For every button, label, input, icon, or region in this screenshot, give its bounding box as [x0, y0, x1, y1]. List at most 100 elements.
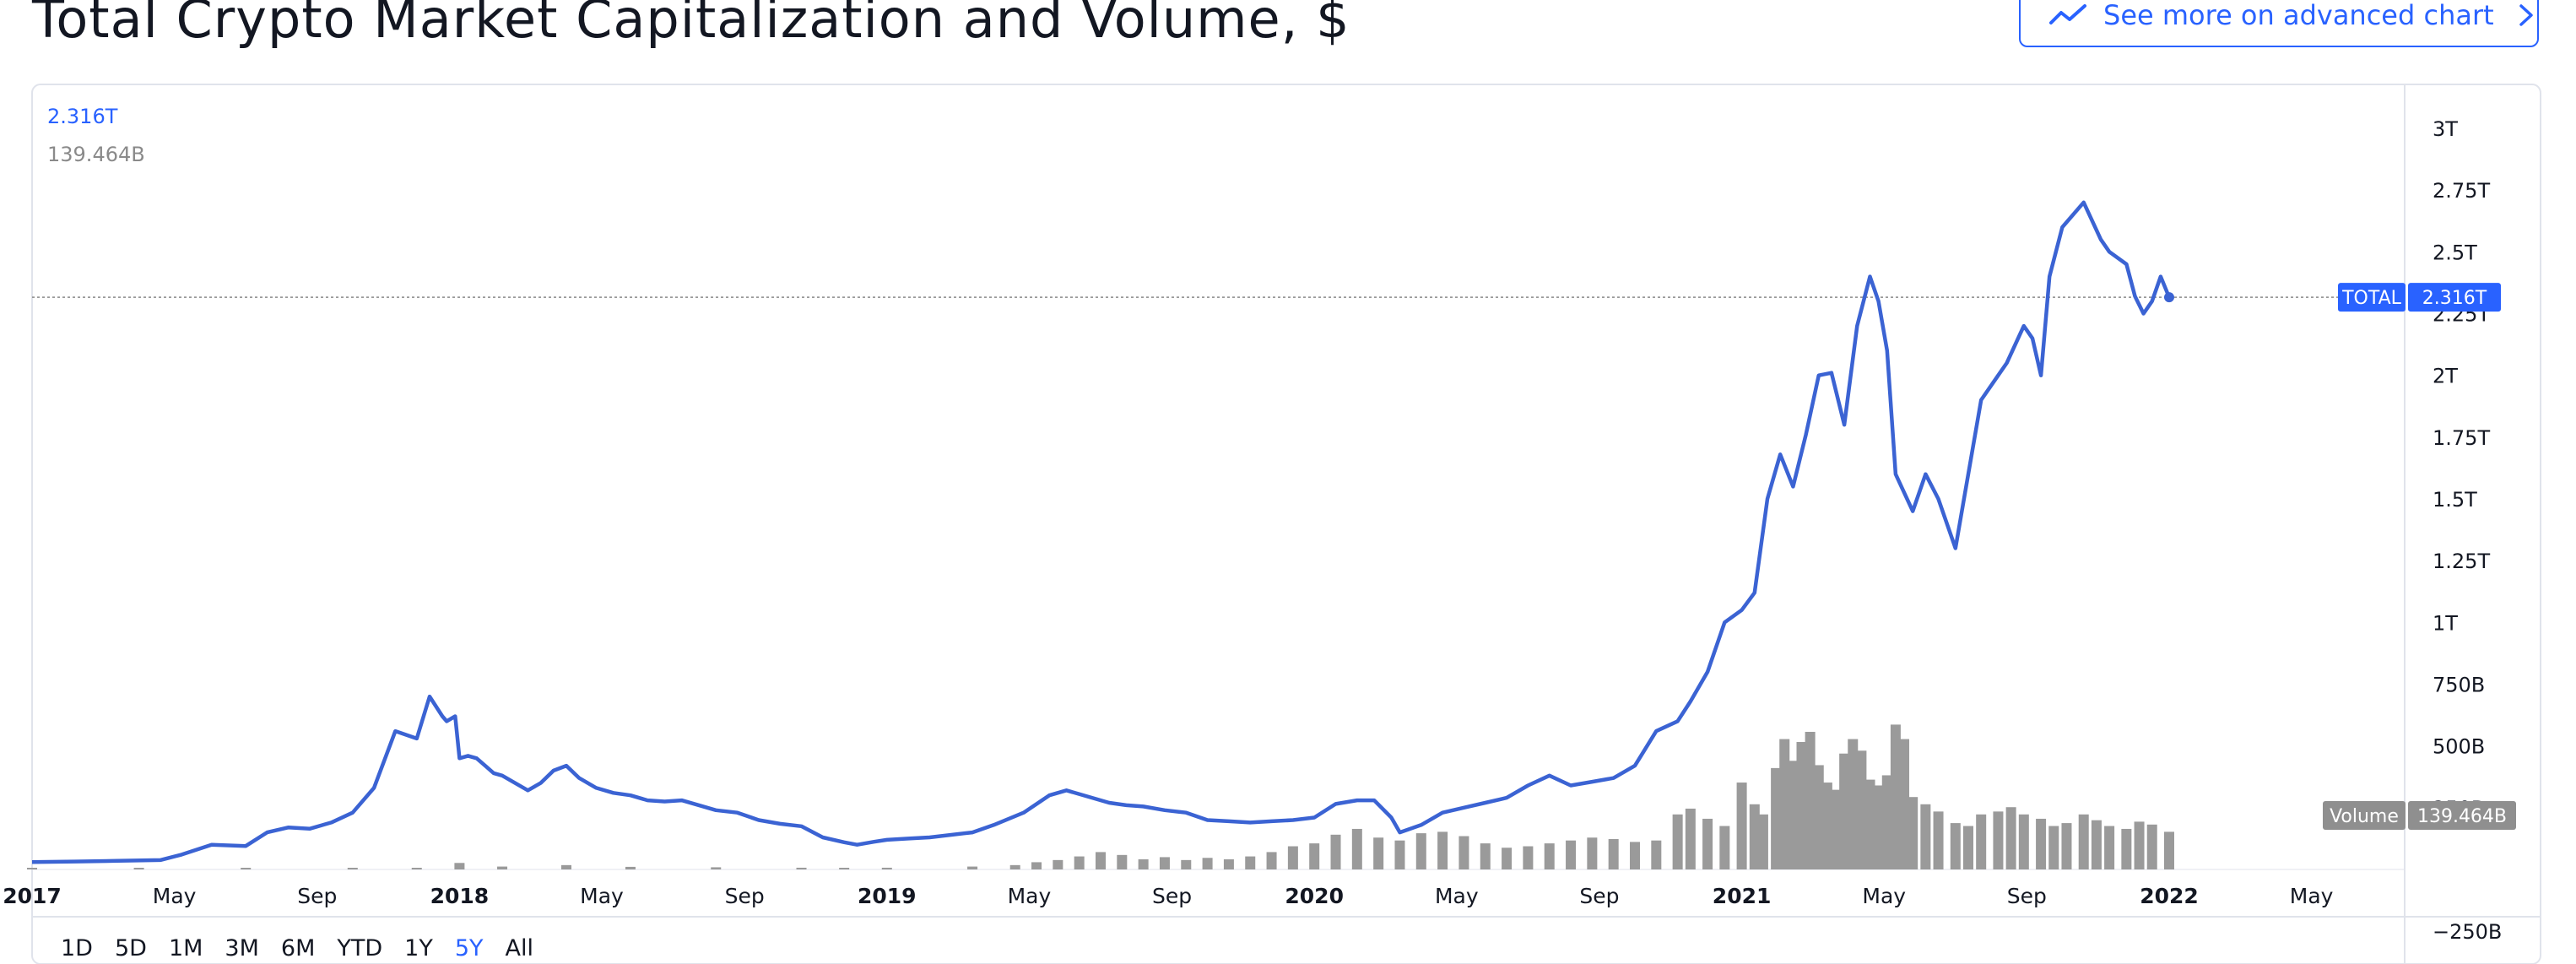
volume-bar	[1848, 739, 1859, 869]
total-tag-value: 2.316T	[2422, 288, 2487, 309]
range-button-ytd[interactable]: YTD	[337, 935, 383, 961]
volume-tag-label: Volume	[2330, 806, 2399, 827]
volume-bar	[1899, 739, 1910, 869]
volume-bar	[1993, 811, 2004, 869]
volume-bar	[967, 866, 978, 869]
volume-bar	[1831, 789, 1842, 869]
volume-bar	[1950, 823, 1961, 869]
time-tick-label: May	[1008, 884, 1052, 908]
range-button-5d[interactable]: 5D	[114, 935, 147, 961]
range-button-1m[interactable]: 1M	[168, 935, 203, 961]
time-tick-label: May	[2290, 884, 2334, 908]
volume-bar	[1437, 831, 1448, 869]
volume-bar	[1544, 843, 1555, 869]
volume-series	[27, 724, 2174, 869]
volume-bar	[1805, 731, 1816, 869]
volume-bar	[1771, 767, 1782, 869]
volume-bar	[1813, 765, 1824, 869]
volume-bar	[1881, 775, 1892, 869]
time-tick-label: May	[1862, 884, 1906, 908]
volume-bar	[1890, 724, 1901, 869]
price-tick-label: 750B	[2433, 674, 2485, 697]
volume-bar	[1608, 838, 1619, 869]
advanced-chart-button[interactable]: See more on advanced chart	[2019, 0, 2539, 47]
volume-bar	[241, 868, 252, 869]
volume-bar	[1976, 814, 1987, 869]
volume-bar	[2078, 814, 2089, 869]
total-tag-label-bg	[2338, 283, 2406, 312]
volume-bar	[1394, 840, 1405, 869]
volume-bar	[497, 866, 508, 869]
volume-bar	[1873, 785, 1884, 869]
volume-bar	[2104, 826, 2115, 869]
volume-bar	[1757, 814, 1768, 869]
range-button-1y[interactable]: 1Y	[404, 935, 433, 961]
time-tick-label: 2017	[3, 884, 62, 908]
volume-bar	[1502, 848, 1513, 869]
volume-bar	[1223, 858, 1234, 869]
range-button-all[interactable]: All	[505, 935, 533, 961]
time-tick-label: 2022	[2140, 884, 2199, 908]
volume-bar	[1458, 836, 1469, 869]
legend-cap-value: 2.316T	[47, 105, 118, 128]
volume-bar	[1651, 840, 1662, 869]
volume-bar	[711, 867, 722, 869]
time-tick-label: 2020	[1285, 884, 1344, 908]
volume-bar	[1962, 826, 1973, 869]
volume-bar	[1009, 864, 1020, 869]
volume-bar	[1788, 761, 1799, 869]
volume-bar	[1630, 842, 1640, 869]
volume-bar	[1202, 858, 1213, 869]
price-tick-label: 1.5T	[2433, 488, 2477, 512]
volume-bar	[2091, 820, 2102, 869]
volume-bar	[1749, 804, 1760, 869]
volume-bar	[625, 866, 636, 869]
price-tick-label: 2T	[2433, 365, 2458, 388]
volume-bar	[1480, 843, 1491, 869]
time-tick-label: Sep	[725, 884, 765, 908]
volume-bar	[1074, 856, 1085, 869]
volume-bar	[1330, 834, 1341, 869]
volume-bar	[133, 868, 144, 869]
volume-bar	[1702, 818, 1713, 869]
volume-bar	[2061, 823, 2072, 869]
volume-bar	[839, 868, 850, 869]
volume-tag-value: 139.464B	[2417, 806, 2507, 827]
range-button-3m[interactable]: 3M	[225, 935, 259, 961]
volume-bar	[1266, 852, 1277, 869]
volume-bar	[1351, 828, 1362, 869]
volume-bar	[2018, 814, 2029, 869]
volume-bar	[796, 867, 807, 869]
range-button-6m[interactable]: 6M	[280, 935, 316, 961]
range-button-5y[interactable]: 5Y	[454, 935, 484, 961]
price-tick-label: 500B	[2433, 735, 2485, 759]
total-tag-label: TOTAL	[2341, 288, 2402, 309]
volume-tag-label-bg	[2323, 801, 2406, 830]
time-tick-label: 2019	[858, 884, 917, 908]
volume-bar	[1796, 741, 1807, 869]
volume-bar	[1415, 833, 1426, 869]
volume-bar	[1309, 843, 1320, 869]
volume-bar	[1920, 804, 1931, 869]
volume-bar	[1117, 854, 1128, 869]
volume-bar	[454, 863, 465, 869]
value-tags: TOTAL 2.316T Volume 139.464B	[2323, 283, 2516, 830]
range-button-1d[interactable]: 1D	[61, 935, 93, 961]
volume-bar	[1138, 858, 1149, 869]
volume-bar	[1933, 811, 1944, 869]
volume-bar	[2005, 807, 2016, 869]
price-tick-label: 2.5T	[2433, 241, 2477, 264]
volume-bar	[1779, 739, 1790, 869]
volume-bar	[1373, 837, 1384, 869]
price-tick-label: 1.75T	[2433, 426, 2490, 450]
volume-bar	[1587, 837, 1598, 869]
legend-volume-value: 139.464B	[47, 143, 145, 166]
volume-bar	[1864, 779, 1875, 869]
volume-tag-value-bg	[2408, 801, 2516, 830]
volume-bar	[2121, 828, 2132, 869]
trend-line-icon	[2049, 4, 2086, 24]
volume-bar	[1245, 856, 1256, 869]
time-tick-label: Sep	[1152, 884, 1192, 908]
volume-bar	[1031, 862, 1042, 869]
